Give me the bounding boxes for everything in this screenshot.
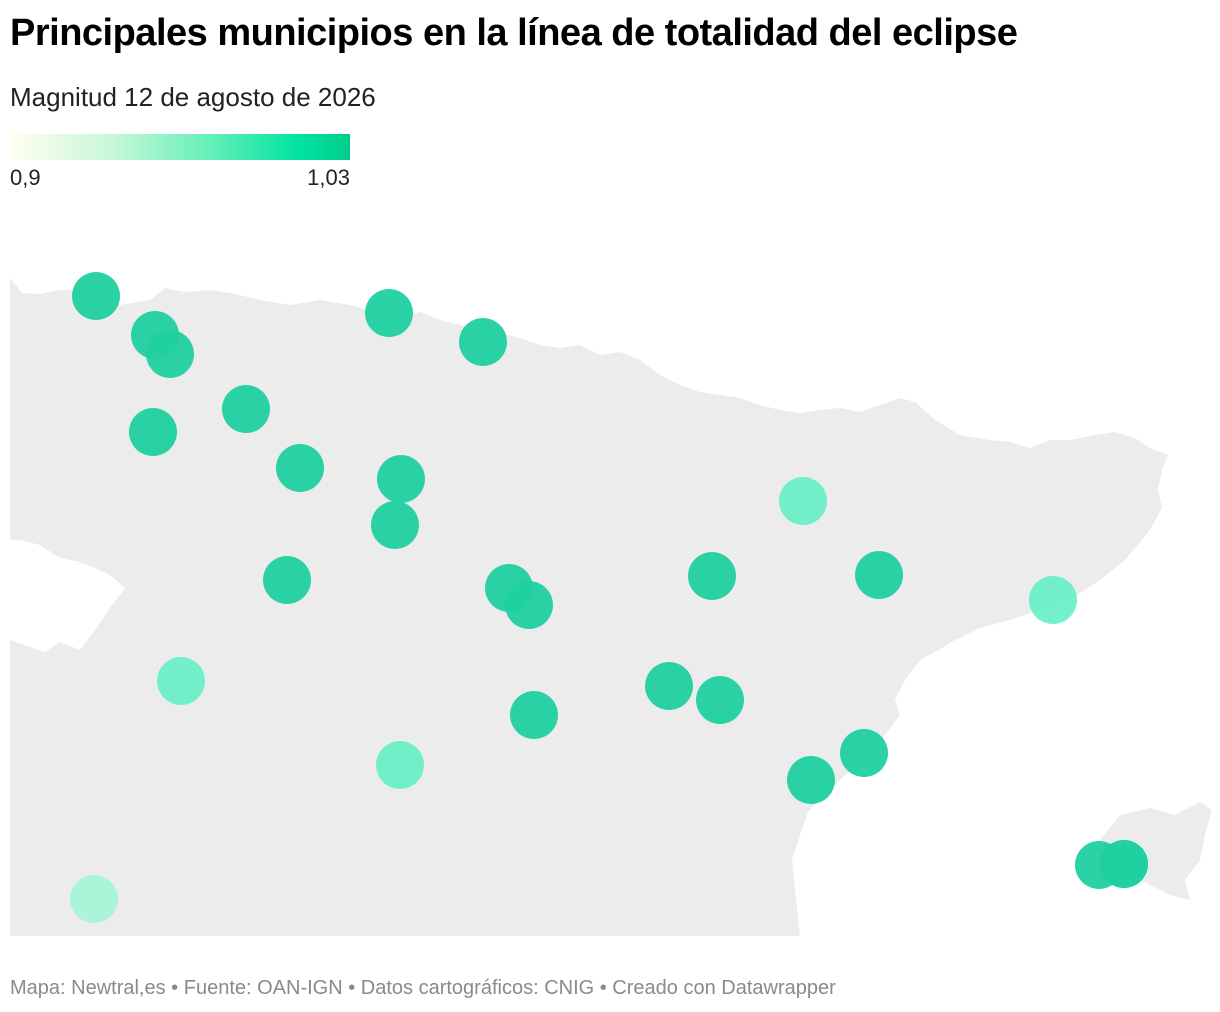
- municipality-marker[interactable]: [222, 385, 270, 433]
- municipality-marker[interactable]: [1029, 576, 1077, 624]
- spain-map: [10, 272, 1212, 936]
- municipality-marker[interactable]: [365, 289, 413, 337]
- municipality-marker[interactable]: [510, 691, 558, 739]
- legend-max-label: 1,03: [307, 165, 350, 190]
- municipality-marker[interactable]: [840, 729, 888, 777]
- municipality-marker[interactable]: [146, 330, 194, 378]
- legend-min-label: 0,9: [10, 165, 41, 190]
- municipality-marker[interactable]: [70, 875, 118, 923]
- municipality-marker[interactable]: [371, 501, 419, 549]
- municipality-marker[interactable]: [787, 756, 835, 804]
- municipality-marker[interactable]: [263, 556, 311, 604]
- markers-layer: [70, 272, 1148, 923]
- municipality-marker[interactable]: [645, 662, 693, 710]
- legend-color-scale: [10, 134, 350, 160]
- municipality-marker[interactable]: [72, 272, 120, 320]
- municipality-marker[interactable]: [696, 676, 744, 724]
- footer-credits: Mapa: Newtral,es • Fuente: OAN-IGN • Dat…: [10, 977, 836, 999]
- municipality-marker[interactable]: [377, 455, 425, 503]
- municipality-marker[interactable]: [855, 551, 903, 599]
- map-landmass: [10, 278, 1168, 936]
- municipality-marker[interactable]: [779, 477, 827, 525]
- municipality-marker[interactable]: [276, 444, 324, 492]
- municipality-marker[interactable]: [688, 552, 736, 600]
- municipality-marker[interactable]: [505, 581, 553, 629]
- municipality-marker[interactable]: [129, 408, 177, 456]
- municipality-marker[interactable]: [459, 318, 507, 366]
- municipality-marker[interactable]: [157, 657, 205, 705]
- municipality-marker[interactable]: [1100, 840, 1148, 888]
- chart-subtitle: Magnitud 12 de agosto de 2026: [10, 82, 376, 112]
- chart-title: Principales municipios en la línea de to…: [10, 12, 1018, 54]
- municipality-marker[interactable]: [376, 741, 424, 789]
